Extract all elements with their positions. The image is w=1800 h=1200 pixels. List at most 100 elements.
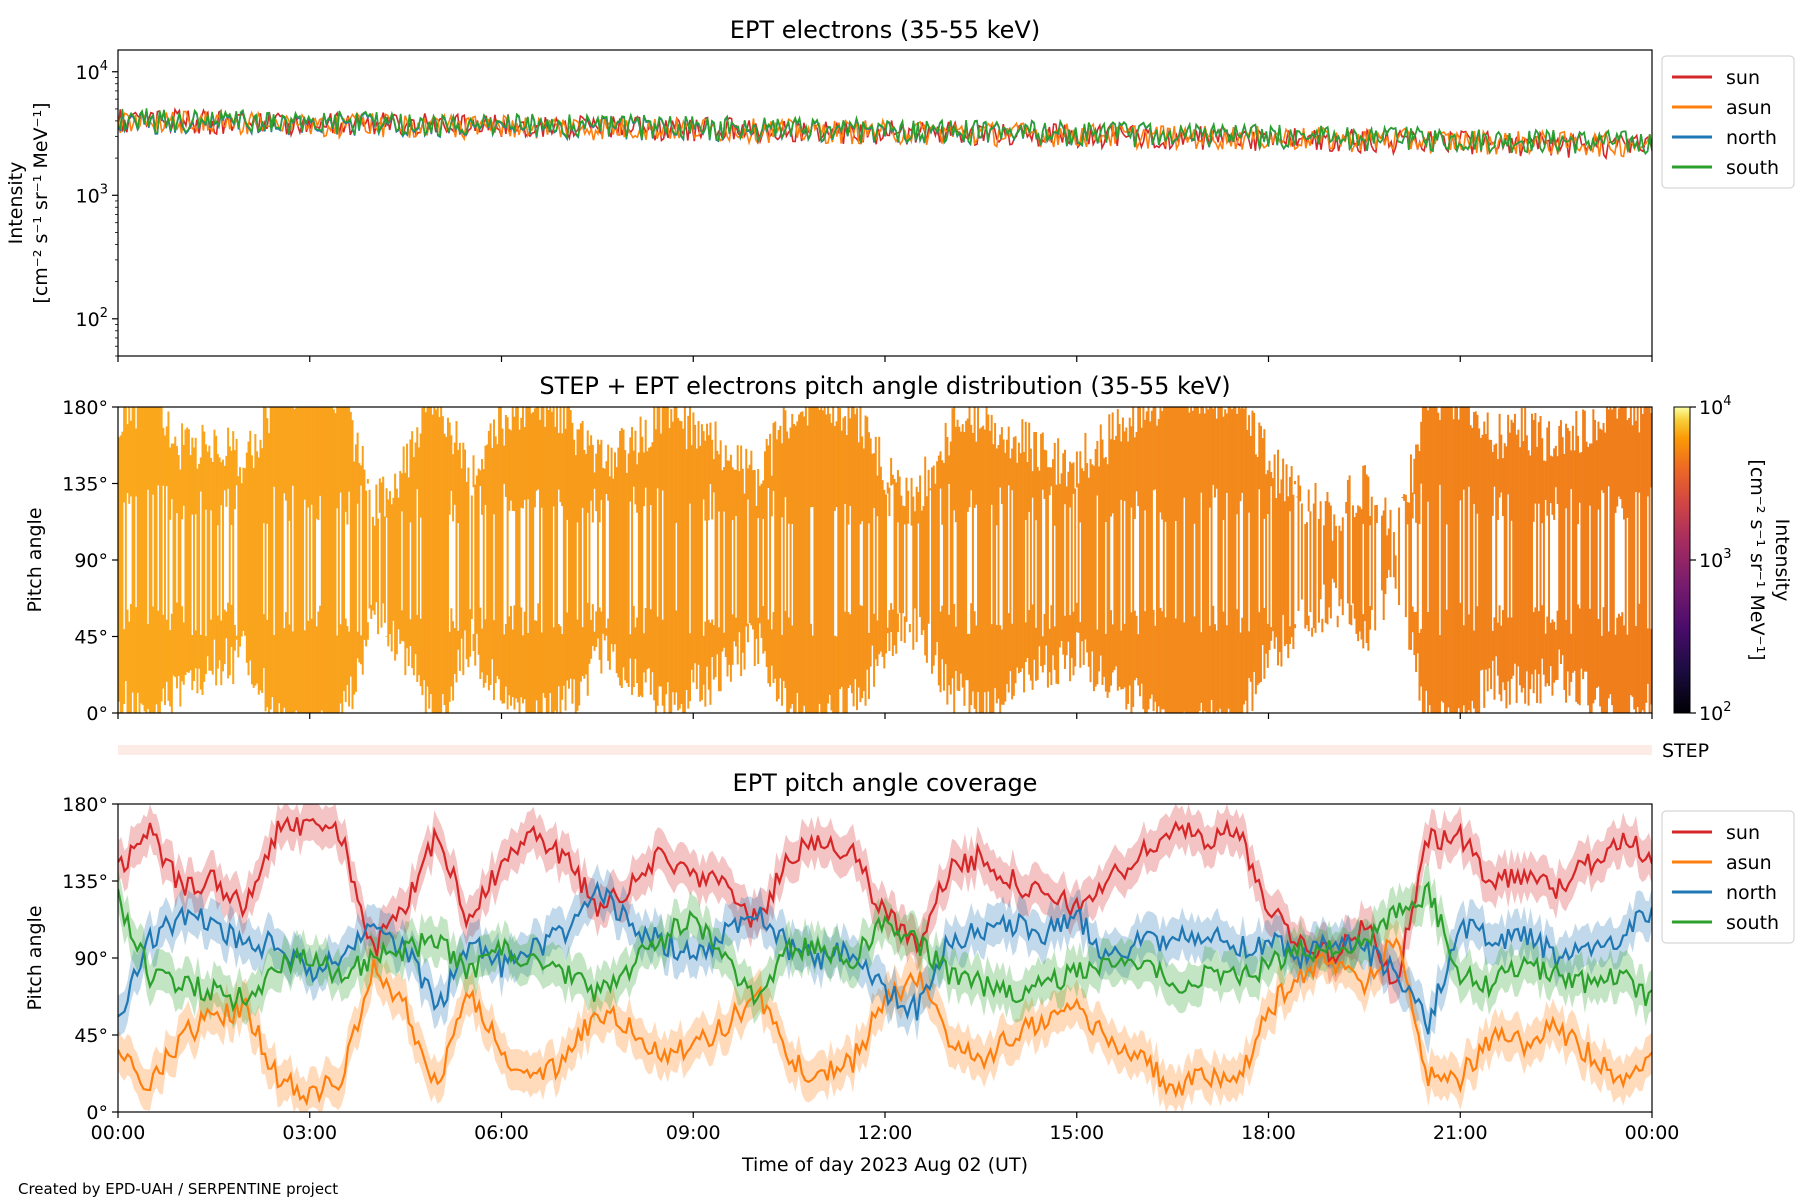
pad-cell <box>1493 444 1496 487</box>
pad-cell <box>1253 412 1256 672</box>
pad-cell <box>1502 458 1505 517</box>
pad-cell <box>1406 502 1409 525</box>
pad-cell <box>1019 453 1022 672</box>
x-tick-label: 15:00 <box>1049 1122 1104 1144</box>
pad-cell <box>1161 611 1164 710</box>
pad-cell <box>827 407 830 704</box>
pad-cell <box>781 634 784 706</box>
pad-cell <box>1043 613 1046 665</box>
pad-cell <box>453 442 456 505</box>
pad-cell <box>1483 421 1486 708</box>
pad-cell <box>1033 432 1036 660</box>
pad-cell <box>651 442 654 673</box>
y-tick-label: 90° <box>74 550 108 572</box>
pad-cell <box>1101 439 1104 685</box>
pad-cell <box>428 407 431 709</box>
pad-cell <box>767 619 770 684</box>
pad-cell <box>912 496 915 650</box>
pad-cell <box>566 407 569 520</box>
pad-cell <box>866 416 869 670</box>
pad-cell <box>479 607 482 680</box>
pad-cell <box>844 416 847 504</box>
pad-cell <box>712 459 715 493</box>
pad-cell <box>1050 467 1053 487</box>
pad-cell <box>1266 623 1269 668</box>
pad-cell <box>266 619 269 708</box>
pad-cell <box>230 450 233 525</box>
pad-cell <box>1648 407 1651 713</box>
pad-cell <box>128 621 131 713</box>
pad-cell <box>590 620 593 659</box>
pad-cell <box>363 469 366 640</box>
pad-cell <box>1169 407 1172 713</box>
pad-cell <box>690 445 693 670</box>
pad-cell <box>235 635 238 640</box>
pad-cell <box>1208 625 1211 713</box>
pad-cell <box>1309 511 1312 613</box>
pad-cell <box>232 431 235 685</box>
pad-cell <box>1082 471 1085 665</box>
pad-cell <box>1002 439 1005 705</box>
pad-cell <box>295 407 298 711</box>
pad-cell <box>649 609 652 695</box>
pad-cell <box>1473 412 1476 504</box>
pad-cell <box>421 407 424 696</box>
pad-cell <box>1055 484 1058 684</box>
pad-cell <box>924 456 927 656</box>
pad-cell <box>1565 619 1568 703</box>
pad-cell <box>397 497 400 630</box>
pad-cell <box>1231 409 1234 713</box>
pad-cell <box>250 455 253 685</box>
pad-cell <box>1011 448 1014 491</box>
pad-cell <box>1447 407 1450 708</box>
pad-cell <box>285 612 288 713</box>
pad-cell <box>1498 413 1501 498</box>
pad-cell <box>893 479 896 646</box>
pad-cell <box>1384 497 1387 595</box>
pad-cell <box>279 407 282 713</box>
pad-cell <box>607 618 610 661</box>
pad-cell <box>283 407 286 494</box>
pad-cell <box>1031 604 1034 690</box>
pad-cell <box>1578 452 1581 503</box>
pad-cell <box>377 518 380 635</box>
pad-cell <box>1512 422 1515 676</box>
pad-cell <box>586 430 589 513</box>
pad-cell <box>1147 407 1150 710</box>
pad-cell <box>735 469 738 516</box>
pad-cell <box>1282 458 1285 615</box>
pad-cell <box>508 428 511 511</box>
pad-cell <box>719 440 722 692</box>
pad-cell <box>283 628 286 708</box>
pad-cell <box>1525 435 1528 672</box>
pad-cell <box>1331 540 1334 579</box>
pad-cell <box>789 427 792 709</box>
pad-cell <box>1186 407 1189 713</box>
pad-cell <box>1317 518 1320 623</box>
pad-cell <box>631 426 634 695</box>
pad-cell <box>1249 435 1252 682</box>
pad-cell <box>508 616 511 696</box>
pad-cell <box>131 407 134 693</box>
pad-cell <box>634 430 637 505</box>
pad-cell <box>613 452 616 645</box>
legend-label: south <box>1726 912 1779 934</box>
pad-cell <box>530 413 533 713</box>
pad-cell <box>400 473 403 512</box>
pad-cell <box>731 467 734 521</box>
pad-cell <box>1619 616 1622 713</box>
pad-cell <box>1484 434 1487 670</box>
pad-cell <box>1386 535 1389 579</box>
pad-cell <box>210 619 213 671</box>
pad-cell <box>1152 407 1155 491</box>
pad-cell <box>482 469 485 688</box>
pad-cell <box>414 442 417 655</box>
pad-cell <box>583 449 586 679</box>
pad-cell <box>775 439 778 702</box>
pad-cell <box>644 608 647 683</box>
panel2-x-ticks <box>117 713 1653 719</box>
pad-cell <box>520 417 523 508</box>
pad-cell <box>1166 407 1169 713</box>
pad-cell <box>1418 451 1421 525</box>
pad-cell <box>368 489 371 609</box>
